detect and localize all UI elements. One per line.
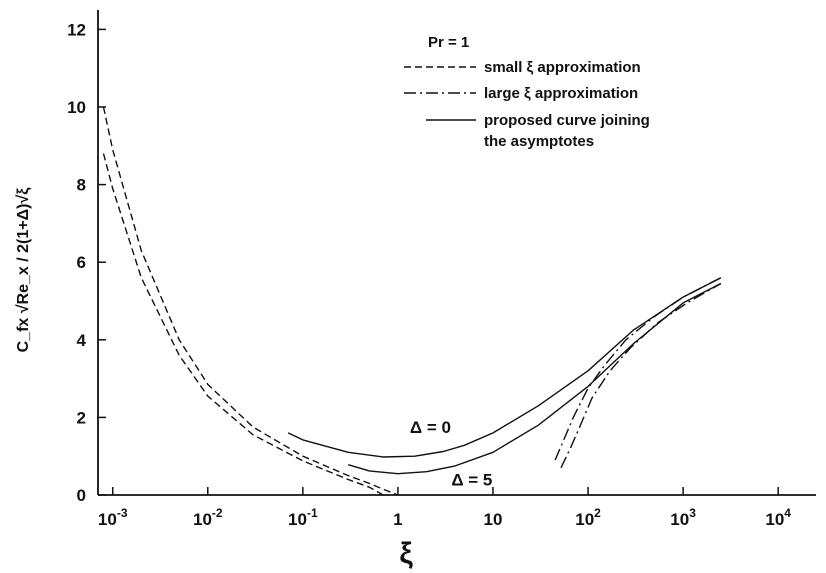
ticks: 0 2 4 6 8 10 12 10-3 10-2 10-1 1 10 102 103 104: [67, 20, 791, 529]
y-tick-label: 2: [77, 408, 86, 427]
y-tick-label: 10: [67, 98, 86, 117]
series-lines: [102, 106, 722, 496]
y-tick-label: 4: [77, 331, 87, 350]
y-tick-label: 6: [77, 253, 86, 272]
annotation-delta-0: Δ = 0: [410, 418, 451, 437]
series-line-solid-2: [287, 277, 722, 458]
series-line-dashdot-4: [554, 277, 722, 461]
x-tick-label: 104: [765, 506, 791, 529]
legend-label-proposed-line2: the asymptotes: [484, 133, 594, 150]
x-tick-label: 103: [670, 506, 696, 529]
x-tick-label: 10-1: [288, 506, 318, 529]
y-tick-label: 0: [77, 486, 86, 505]
x-tick-label: 10-2: [193, 506, 223, 529]
legend: Pr = 1 small ξ approximation large ξ app…: [404, 34, 650, 150]
series-line-dashed-1: [102, 153, 384, 496]
annotations: Δ = 0 Δ = 5: [410, 418, 492, 489]
legend-label-small-xi: small ξ approximation: [484, 59, 641, 76]
legend-label-large-xi: large ξ approximation: [484, 85, 638, 102]
y-tick-label: 8: [77, 176, 86, 195]
x-tick-label: 102: [575, 506, 601, 529]
y-axis-label: C_fx √Re_x / 2(1+Δ)√ξ: [15, 187, 32, 353]
legend-label-proposed-line1: proposed curve joining: [484, 112, 650, 129]
series-line-dashdot-5: [560, 282, 722, 469]
legend-header: Pr = 1: [428, 34, 469, 51]
series-line-dashed-0: [102, 106, 399, 496]
series-line-solid-3: [348, 282, 722, 475]
x-tick-label: 10-3: [98, 506, 128, 529]
x-axis-label: ξ: [399, 537, 413, 570]
annotation-delta-1: Δ = 5: [451, 470, 492, 489]
axes: [97, 10, 816, 496]
x-tick-label: 1: [393, 510, 402, 529]
y-tick-label: 12: [67, 20, 86, 39]
x-tick-label: 10: [484, 510, 503, 529]
